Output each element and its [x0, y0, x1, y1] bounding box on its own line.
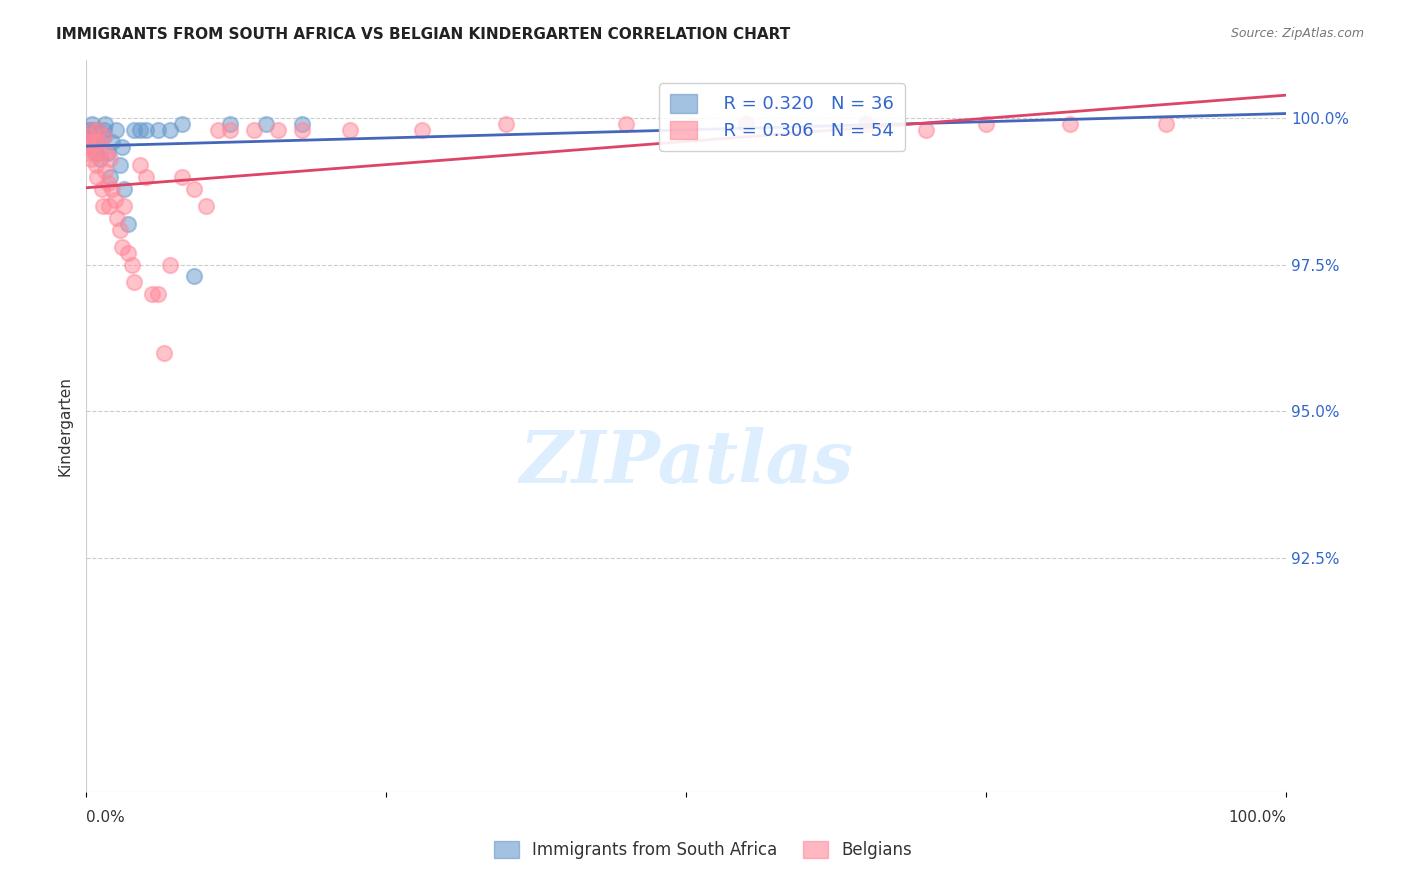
- Point: [80, 123, 103, 137]
- Point: [80, 128, 103, 143]
- Point: [94, 164, 117, 178]
- Point: [79, 140, 101, 154]
- Point: [411, 123, 433, 137]
- Point: [855, 117, 877, 131]
- Point: [111, 240, 134, 254]
- Point: [80, 123, 103, 137]
- Point: [98, 152, 121, 166]
- Point: [614, 117, 637, 131]
- Point: [122, 123, 145, 137]
- Text: IMMIGRANTS FROM SOUTH AFRICA VS BELGIAN KINDERGARTEN CORRELATION CHART: IMMIGRANTS FROM SOUTH AFRICA VS BELGIAN …: [56, 27, 790, 42]
- Point: [82, 123, 104, 137]
- Point: [97, 176, 120, 190]
- Point: [98, 169, 121, 184]
- Point: [77, 128, 100, 143]
- Point: [1059, 117, 1081, 131]
- Point: [89, 152, 111, 166]
- Point: [114, 181, 136, 195]
- Point: [129, 123, 152, 137]
- Point: [75, 140, 97, 154]
- Point: [80, 117, 103, 131]
- Text: ZIPatlas: ZIPatlas: [519, 427, 853, 498]
- Point: [291, 123, 314, 137]
- Point: [79, 135, 101, 149]
- Point: [195, 199, 218, 213]
- Point: [75, 146, 97, 161]
- Point: [86, 169, 108, 184]
- Point: [101, 181, 124, 195]
- Point: [915, 123, 938, 137]
- Point: [339, 123, 361, 137]
- Point: [77, 123, 100, 137]
- Point: [122, 275, 145, 289]
- Point: [121, 258, 143, 272]
- Text: Source: ZipAtlas.com: Source: ZipAtlas.com: [1230, 27, 1364, 40]
- Point: [183, 269, 205, 284]
- Point: [87, 123, 110, 137]
- Point: [108, 222, 131, 236]
- Point: [111, 140, 134, 154]
- Point: [97, 199, 120, 213]
- Point: [170, 117, 193, 131]
- Point: [105, 123, 128, 137]
- Point: [129, 158, 152, 172]
- Point: [82, 135, 104, 149]
- Point: [114, 199, 136, 213]
- Legend:   R = 0.320   N = 36,   R = 0.306   N = 54: R = 0.320 N = 36, R = 0.306 N = 54: [659, 83, 904, 151]
- Point: [89, 135, 111, 149]
- Point: [108, 158, 131, 172]
- Point: [219, 117, 242, 131]
- Point: [84, 146, 107, 161]
- Point: [855, 117, 877, 131]
- Point: [101, 135, 124, 149]
- Point: [79, 128, 101, 143]
- Point: [83, 135, 105, 149]
- Point: [80, 152, 103, 166]
- Point: [93, 128, 115, 143]
- Point: [87, 128, 110, 143]
- Point: [94, 117, 117, 131]
- Point: [87, 123, 110, 137]
- Point: [146, 123, 169, 137]
- Point: [735, 117, 758, 131]
- Text: 100.0%: 100.0%: [1227, 810, 1286, 824]
- Point: [104, 193, 127, 207]
- Point: [159, 258, 181, 272]
- Point: [267, 123, 290, 137]
- Point: [96, 146, 118, 161]
- Point: [159, 123, 181, 137]
- Point: [135, 169, 157, 184]
- Point: [117, 217, 139, 231]
- Point: [1154, 117, 1177, 131]
- Legend: Immigrants from South Africa, Belgians: Immigrants from South Africa, Belgians: [488, 834, 918, 866]
- Point: [141, 287, 163, 301]
- Point: [254, 117, 277, 131]
- Point: [146, 287, 169, 301]
- Point: [83, 146, 105, 161]
- Point: [735, 117, 758, 131]
- Point: [84, 158, 107, 172]
- Point: [93, 128, 115, 143]
- Point: [153, 345, 176, 359]
- Point: [89, 146, 111, 161]
- Text: 0.0%: 0.0%: [86, 810, 125, 824]
- Point: [219, 123, 242, 137]
- Point: [495, 117, 517, 131]
- Point: [207, 123, 229, 137]
- Point: [105, 211, 128, 225]
- Point: [974, 117, 997, 131]
- Point: [243, 123, 266, 137]
- Point: [90, 181, 112, 195]
- Point: [91, 199, 114, 213]
- Point: [135, 123, 157, 137]
- Point: [117, 246, 139, 260]
- Point: [97, 146, 120, 161]
- Point: [183, 181, 205, 195]
- Point: [93, 123, 115, 137]
- Point: [76, 135, 98, 149]
- Y-axis label: Kindergarten: Kindergarten: [58, 376, 72, 475]
- Point: [291, 117, 314, 131]
- Point: [170, 169, 193, 184]
